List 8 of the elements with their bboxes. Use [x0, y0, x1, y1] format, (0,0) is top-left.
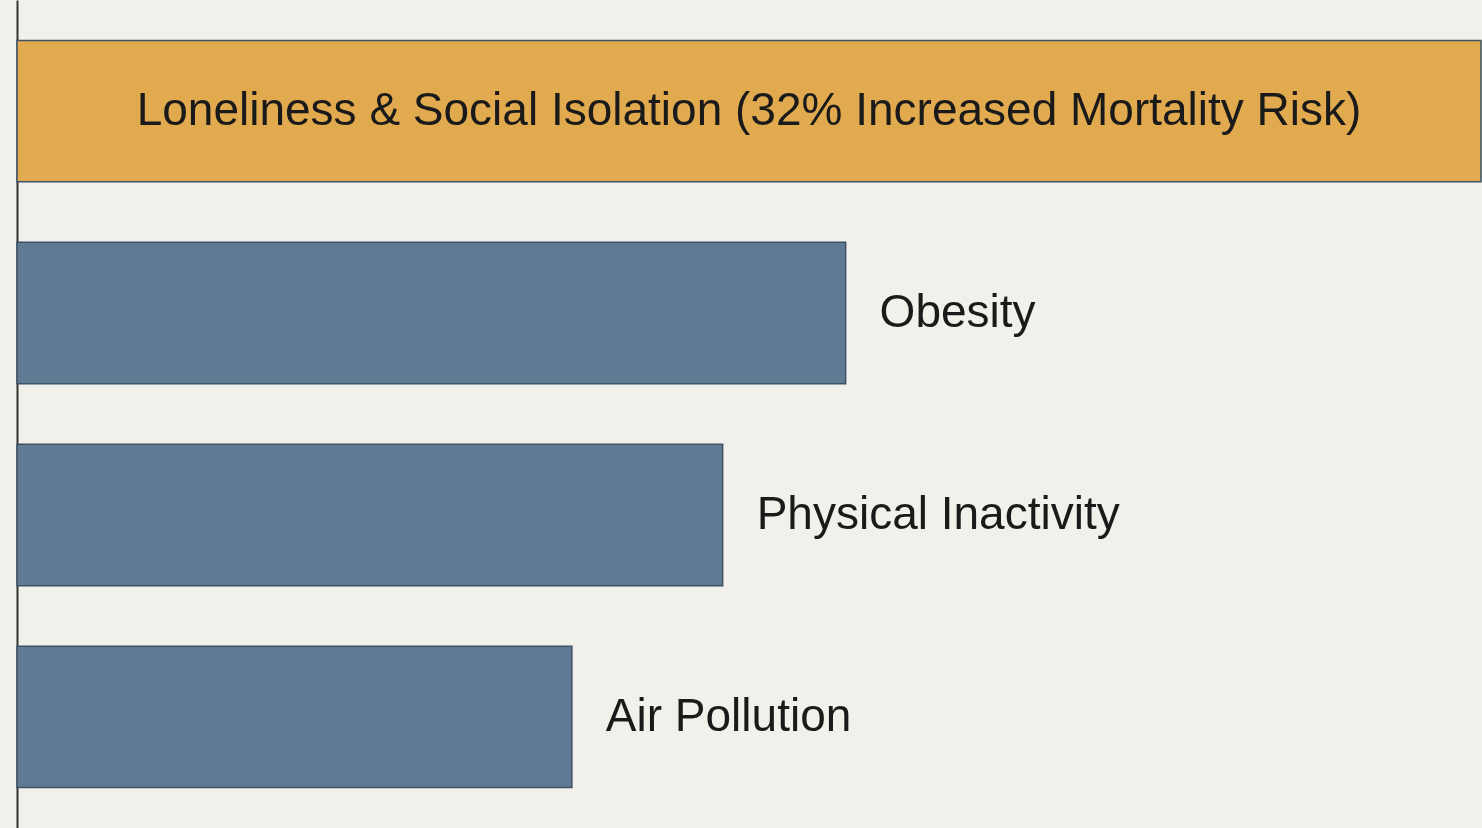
bar: [16, 241, 847, 385]
y-tick-label: Air Pollution: [605, 688, 852, 741]
y-tick-label: Obesity: [879, 285, 1036, 338]
bar: [16, 39, 1482, 183]
y-tick-label: Physical Inactivity: [756, 486, 1120, 539]
bar: [16, 645, 573, 789]
y-tick-label: Loneliness & Social Isolation (32% Increased Mortality Risk): [136, 83, 1362, 136]
bar: [16, 443, 724, 587]
